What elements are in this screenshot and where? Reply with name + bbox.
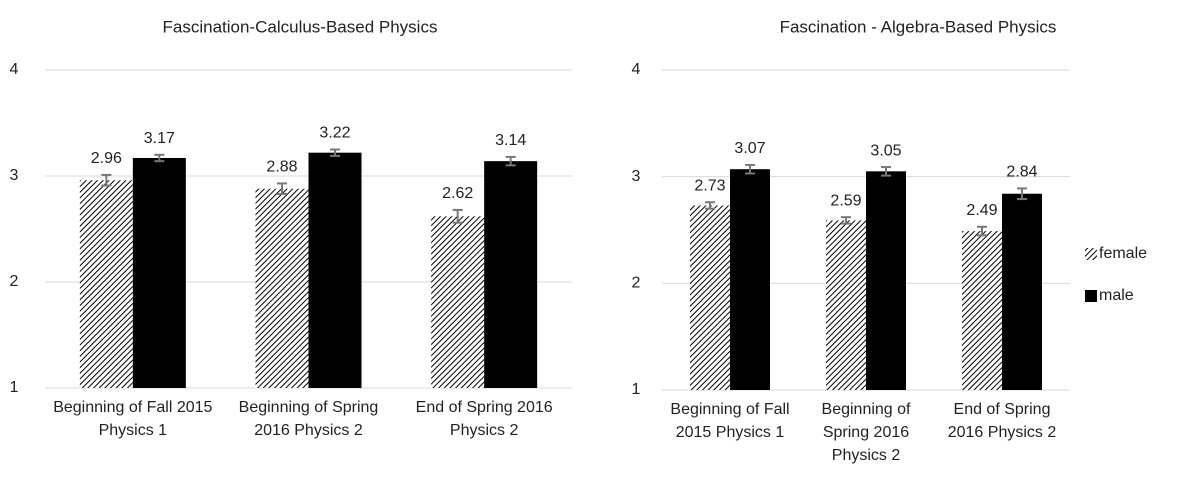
data-label: 2.62 <box>442 185 473 202</box>
error-bar <box>977 225 987 237</box>
x-tick-label: Beginning of Spring 2016 Physics 2 <box>238 399 379 439</box>
data-label: 2.84 <box>1006 164 1037 181</box>
y-tick-label: 3 <box>632 168 641 185</box>
y-tick-label: 2 <box>10 273 19 290</box>
error-bar <box>452 208 463 224</box>
data-label: 3.07 <box>734 140 765 157</box>
error-bar <box>1017 187 1027 201</box>
chart-title: Fascination-Calculus-Based Physics <box>163 17 438 36</box>
error-bar <box>505 155 516 167</box>
bar <box>1002 193 1042 390</box>
bar <box>826 220 866 390</box>
x-tick-label: Beginning of Fall 2015 Physics 1 <box>53 399 213 439</box>
data-label: 3.14 <box>495 132 526 149</box>
bar <box>132 157 186 388</box>
bar <box>308 152 362 388</box>
bar <box>431 216 485 388</box>
bar <box>484 161 538 388</box>
legend-label: male <box>1099 287 1134 304</box>
data-label: 3.05 <box>870 142 901 159</box>
data-label: 2.59 <box>830 192 861 209</box>
x-tick-label: End of Spring 2016 Physics 2 <box>947 401 1057 441</box>
y-tick-label: 4 <box>10 61 19 78</box>
error-bar <box>745 163 755 175</box>
error-bar <box>277 182 287 196</box>
error-bar <box>705 201 715 210</box>
legend-swatch <box>1085 248 1097 260</box>
y-tick-label: 3 <box>10 167 19 184</box>
error-bar <box>881 166 891 177</box>
x-tick-label: Beginning of Fall 2015 Physics 1 <box>670 401 790 441</box>
legend-label: female <box>1099 245 1147 262</box>
y-tick-label: 4 <box>632 61 641 78</box>
bar <box>866 171 906 390</box>
data-label: 3.22 <box>319 125 350 142</box>
x-tick-label: Beginning of Spring 2016 Physics 2 <box>821 401 911 464</box>
bar <box>730 169 770 390</box>
data-label: 2.73 <box>694 177 725 194</box>
data-label: 2.96 <box>91 150 122 167</box>
data-label: 3.17 <box>144 130 175 147</box>
error-bar <box>154 153 165 163</box>
chart-title: Fascination - Algebra-Based Physics <box>780 17 1057 36</box>
data-label: 2.88 <box>266 159 297 176</box>
error-bar <box>330 148 340 157</box>
y-tick-label: 1 <box>632 381 641 398</box>
legend-swatch <box>1085 290 1097 302</box>
bar <box>255 188 309 388</box>
data-label: 2.49 <box>966 202 997 219</box>
error-bar <box>101 173 112 187</box>
bar <box>690 205 730 390</box>
y-tick-label: 1 <box>10 379 19 396</box>
x-tick-label: End of Spring 2016 Physics 2 <box>415 399 553 439</box>
error-bar <box>841 216 851 225</box>
bar <box>962 231 1002 390</box>
y-tick-label: 2 <box>632 275 641 292</box>
bar <box>79 180 133 388</box>
